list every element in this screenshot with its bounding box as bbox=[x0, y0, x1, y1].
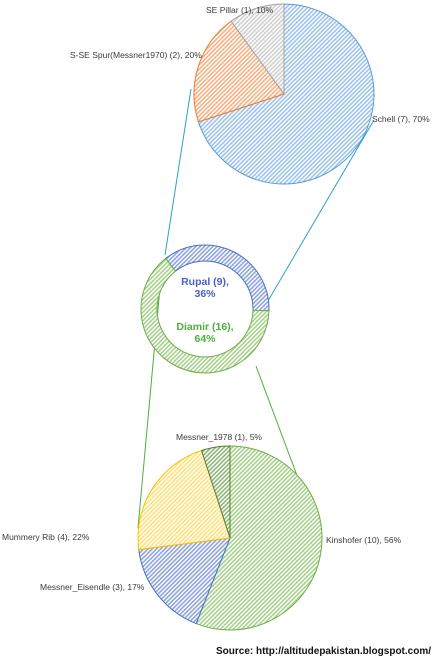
label-rupal-line1: Rupal (9), bbox=[181, 276, 229, 288]
center-donut bbox=[140, 244, 270, 374]
bottom-pie bbox=[137, 445, 323, 631]
label-se-pillar: SE Pillar (1), 10% bbox=[206, 5, 274, 15]
label-diamir-line1: Diamir (16), bbox=[176, 321, 233, 333]
slice-kinshofer bbox=[195, 445, 323, 631]
slice-se-pillar bbox=[230, 3, 285, 96]
connector-top-right bbox=[264, 119, 375, 307]
slice-schell bbox=[197, 3, 375, 185]
slice-s-se-spur bbox=[193, 20, 285, 123]
slice-messner-eisendle bbox=[138, 537, 231, 625]
connector-top-left bbox=[164, 88, 192, 256]
label-messner-eisendle: Messner_Eisendle (3), 17% bbox=[40, 582, 145, 592]
source-credit: Source: http://altitudepakistan.blogspot… bbox=[216, 646, 431, 657]
slice-diamir bbox=[140, 257, 270, 374]
label-messner-1978: Messner_1978 (1), 5% bbox=[176, 432, 262, 442]
slice-mummery-rib bbox=[137, 449, 231, 551]
slice-messner-1978 bbox=[200, 445, 231, 539]
label-diamir-line2: 64% bbox=[194, 333, 216, 345]
top-pie bbox=[193, 3, 375, 185]
label-rupal-line2: 36% bbox=[194, 288, 216, 300]
label-mummery-rib: Mummery Rib (4), 22% bbox=[2, 532, 90, 542]
label-s-se-spur: S-SE Spur(Messner1970) (2), 20% bbox=[70, 50, 202, 60]
label-kinshofer: Kinshofer (10), 56% bbox=[326, 535, 402, 545]
label-schell: Schell (7), 70% bbox=[372, 114, 430, 124]
